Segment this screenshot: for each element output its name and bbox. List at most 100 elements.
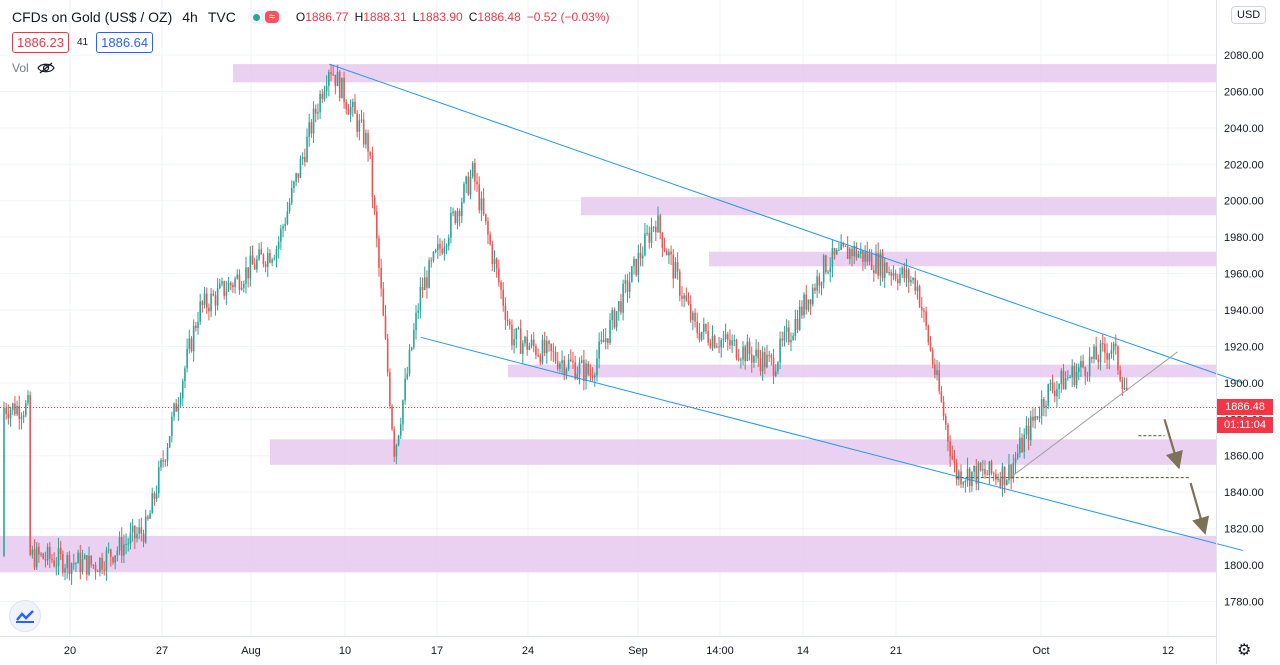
candle-body	[290, 187, 293, 203]
candle-body	[1115, 343, 1117, 347]
candle-body	[923, 310, 925, 312]
candle-body	[790, 340, 792, 343]
candle-body	[753, 356, 755, 363]
candle-body	[829, 267, 832, 272]
candle-body	[1045, 405, 1047, 408]
candle-body	[343, 77, 345, 103]
candle-body	[317, 112, 319, 114]
candle-body	[543, 339, 546, 354]
candle-body	[724, 334, 727, 340]
candle-body	[205, 293, 208, 308]
candle-body	[796, 318, 799, 330]
candle-body	[219, 283, 221, 289]
candle-body	[951, 456, 954, 459]
candle-body	[737, 358, 740, 361]
candle-body	[1095, 346, 1097, 360]
candle-body	[35, 547, 38, 568]
trendline	[1007, 351, 1178, 480]
candle-body	[234, 278, 236, 288]
candle-body	[142, 533, 145, 543]
candle-body	[779, 338, 781, 363]
candle-body	[157, 467, 160, 494]
y-axis-ticks: 1780.001800.001820.001840.001860.001880.…	[1224, 50, 1264, 608]
candle-body	[107, 549, 110, 551]
ohlc-values: O 1886.77 H 1888.31 L 1883.90 C 1886.48 −0.5…	[295, 10, 610, 24]
candle-body	[79, 552, 82, 572]
price-axis[interactable]	[1216, 0, 1280, 664]
candle-body	[982, 469, 984, 471]
candle-body	[120, 537, 123, 556]
candle-body	[406, 373, 409, 379]
candle-body	[1101, 343, 1104, 345]
candle-body	[554, 351, 557, 362]
candle-body	[312, 108, 315, 134]
candle-body	[583, 360, 585, 381]
currency-button[interactable]: USD	[1231, 6, 1267, 24]
candle-body	[474, 163, 476, 182]
candle-body	[360, 119, 363, 121]
candle-body	[319, 93, 321, 113]
candle-body	[925, 311, 927, 326]
candle-body	[770, 355, 773, 358]
y-tick-label: 2080.00	[1224, 50, 1264, 62]
candle-body	[192, 325, 195, 352]
candle-body	[240, 287, 243, 290]
candle-body	[330, 72, 332, 75]
candle-body	[650, 227, 653, 243]
candle-body	[1064, 378, 1067, 390]
symbol-title[interactable]: CFDs on Gold (US$ / OZ)	[12, 9, 173, 25]
candle-body	[535, 346, 537, 356]
candle-body	[375, 211, 378, 239]
candle-body	[990, 461, 993, 474]
candle-body	[622, 283, 624, 313]
candle-body	[447, 237, 450, 246]
candle-body	[1125, 387, 1128, 391]
candle-body	[1058, 384, 1060, 390]
candle-body	[713, 335, 716, 348]
candle-body	[487, 221, 489, 235]
candle-body	[371, 155, 374, 198]
sell-price-button[interactable]: 1886.23	[12, 32, 69, 53]
candle-body	[380, 267, 382, 289]
candle-body	[1003, 466, 1006, 486]
candle-body	[280, 228, 282, 242]
candle-body	[426, 277, 428, 288]
candle-body	[1008, 464, 1010, 481]
buy-price-button[interactable]: 1886.64	[96, 32, 154, 53]
candle-body	[236, 274, 239, 279]
candle-body	[465, 176, 467, 184]
candle-body	[260, 249, 263, 255]
candle-body	[973, 465, 975, 472]
candle-body	[367, 133, 369, 152]
high-value: 1888.31	[363, 10, 407, 24]
candle-body	[256, 259, 258, 270]
candle-body	[42, 553, 45, 560]
tradingview-logo-icon[interactable]	[9, 600, 41, 632]
candle-body	[295, 173, 297, 182]
candle-body	[214, 295, 217, 306]
candle-body	[979, 463, 982, 471]
spread-value: 41	[77, 37, 89, 48]
candle-body	[136, 533, 138, 539]
candle-body	[258, 249, 260, 260]
candle-body	[323, 91, 326, 100]
eye-hidden-icon[interactable]	[36, 61, 55, 75]
y-tick-label: 1800.00	[1224, 560, 1264, 572]
candle-body	[807, 299, 810, 310]
candle-body	[868, 254, 871, 262]
candle-body	[818, 276, 821, 286]
chart-legend-header: CFDs on Gold (US$ / OZ) 4h TVC ≈ O 1886.7…	[12, 7, 616, 27]
candle-body	[1019, 437, 1021, 454]
candle-body	[101, 557, 103, 570]
candle-body	[859, 250, 862, 254]
interval-label[interactable]: 4h	[182, 9, 198, 25]
y-tick-label: 1860.00	[1224, 451, 1264, 463]
settings-gear-icon[interactable]: ⚙	[1237, 642, 1252, 659]
time-axis[interactable]	[0, 636, 1216, 665]
candle-body	[288, 202, 291, 212]
candle-body	[349, 107, 352, 115]
candle-body	[986, 474, 988, 476]
candle-body	[761, 352, 764, 372]
candle-body	[528, 345, 531, 350]
